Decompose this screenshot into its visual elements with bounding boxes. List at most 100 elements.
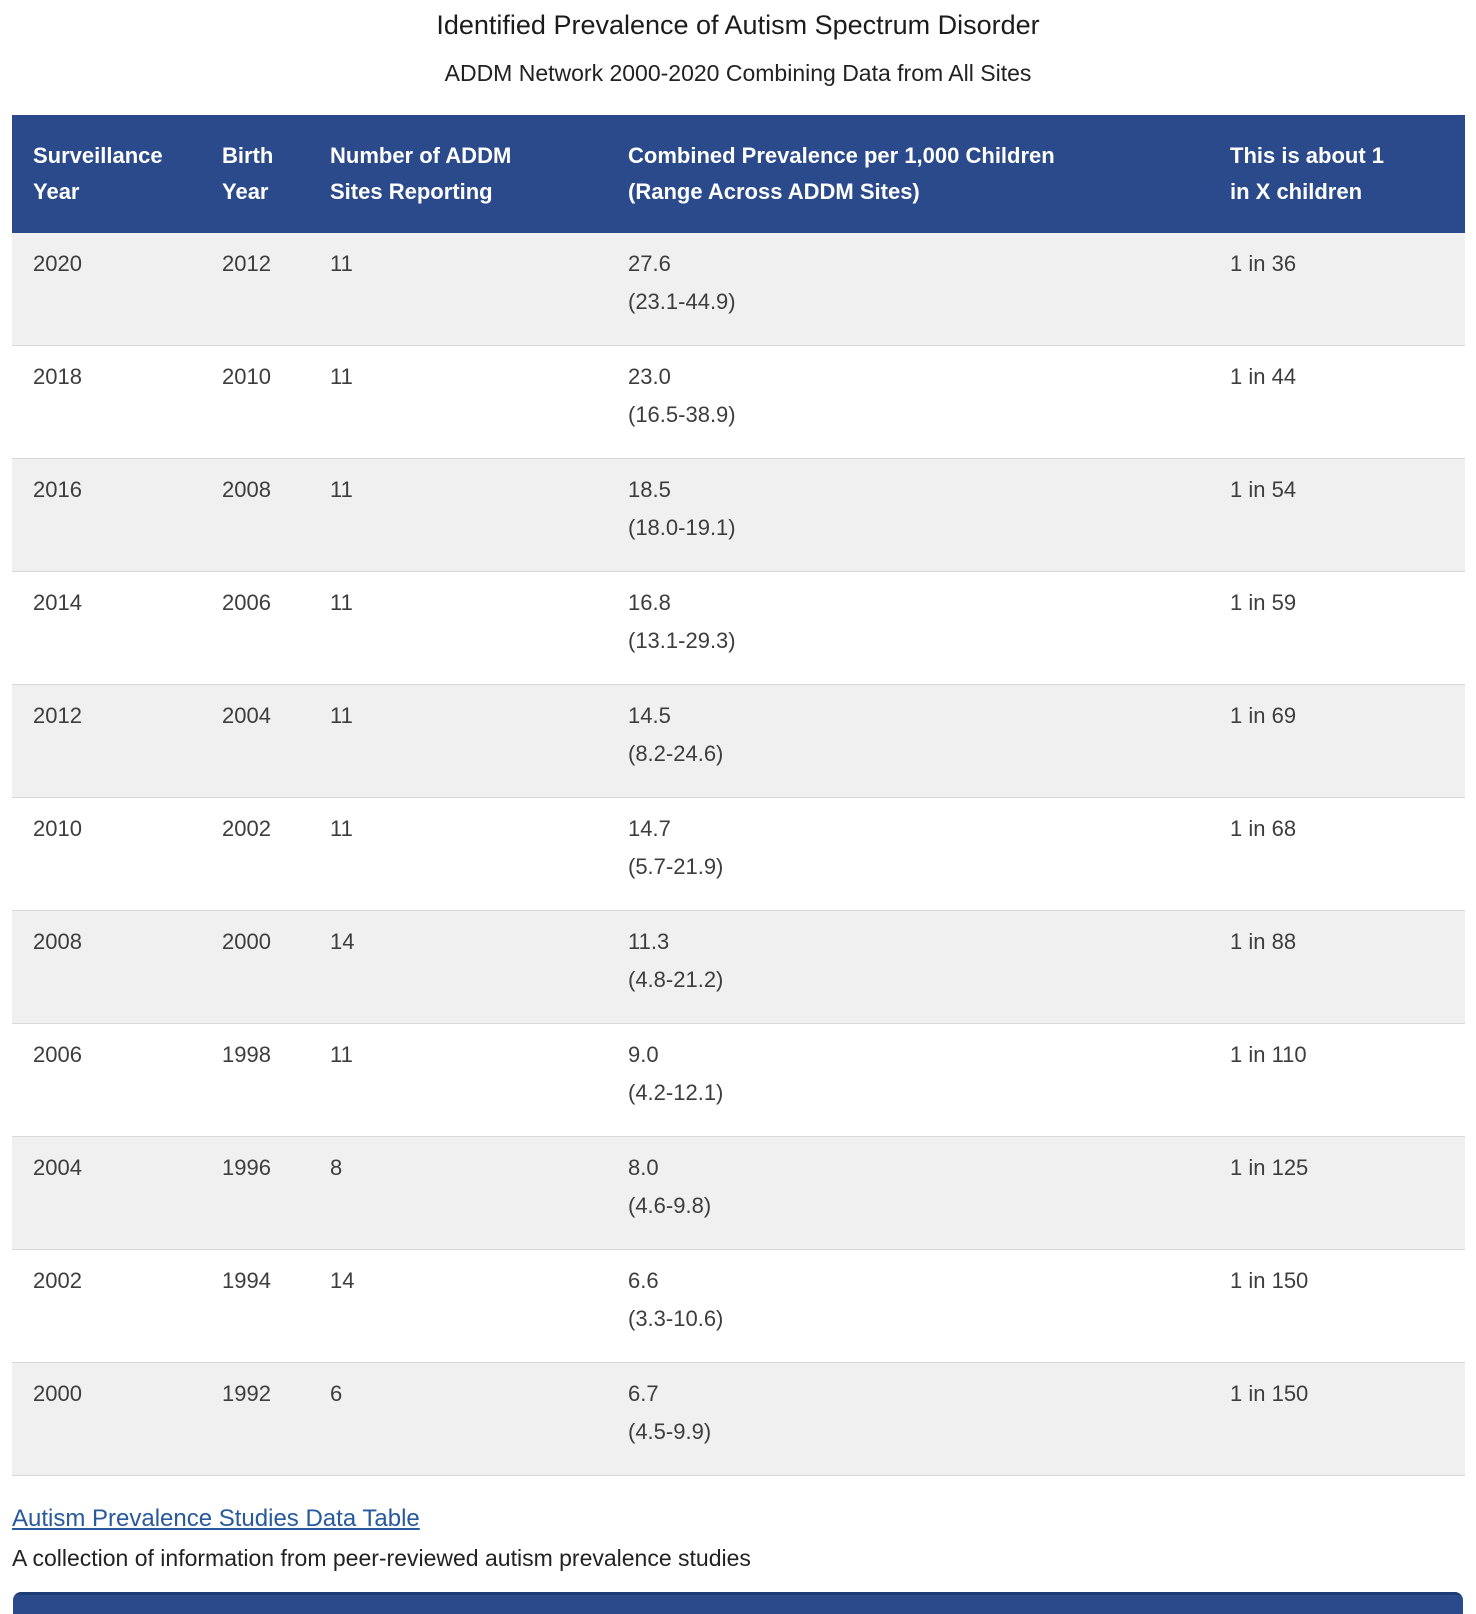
cell-sites: 11 [330, 477, 353, 502]
cell-prevalence: 11.3 (4.8-21.2) [607, 911, 1209, 1024]
header-line: Birth [222, 143, 274, 168]
cell-prevalence: 14.5 (8.2-24.6) [607, 685, 1209, 798]
cell-birth-year: 2002 [222, 816, 271, 841]
header-line: (Range Across ADDM Sites) [628, 179, 920, 204]
cell-sites: 6 [330, 1381, 343, 1406]
prevalence-range: (23.1-44.9) [628, 289, 736, 314]
prevalence-value: 14.7 [628, 816, 671, 841]
cell-prevalence: 9.0 (4.2-12.1) [607, 1024, 1209, 1137]
cell-prevalence: 8.0 (4.6-9.8) [607, 1137, 1209, 1250]
prevalence-value: 27.6 [628, 251, 671, 276]
accordion-bar[interactable] [13, 1592, 1463, 1614]
cell-birth-year: 1996 [222, 1155, 271, 1180]
prevalence-range: (5.7-21.9) [628, 854, 724, 879]
cell-surveillance-year: 2012 [33, 703, 82, 728]
table-row: 2012 2004 11 14.5 (8.2-24.6) 1 in 69 [12, 684, 1465, 798]
column-header-ratio: This is about 1 in X children [1209, 115, 1465, 233]
prevalence-value: 16.8 [628, 590, 671, 615]
prevalence-range: (18.0-19.1) [628, 515, 736, 540]
cell-ratio: 1 in 150 [1230, 1381, 1309, 1406]
header-line: This is about 1 [1230, 143, 1385, 168]
link-description: A collection of information from peer-re… [12, 1545, 751, 1571]
prevalence-range: (3.3-10.6) [628, 1306, 724, 1331]
cell-sites: 11 [330, 364, 353, 389]
cell-sites: 14 [330, 929, 355, 954]
prevalence-table: Surveillance Year Birth Year Number of A… [12, 115, 1465, 1476]
cell-surveillance-year: 2008 [33, 929, 82, 954]
prevalence-value: 8.0 [628, 1155, 659, 1180]
cell-ratio: 1 in 59 [1230, 590, 1297, 615]
page-subtitle: ADDM Network 2000-2020 Combining Data fr… [444, 60, 1032, 86]
cell-prevalence: 6.7 (4.5-9.9) [607, 1363, 1209, 1476]
cell-birth-year: 2000 [222, 929, 271, 954]
table-row: 2008 2000 14 11.3 (4.8-21.2) 1 in 88 [12, 910, 1465, 1024]
prevalence-range: (4.5-9.9) [628, 1419, 712, 1444]
cell-sites: 8 [330, 1155, 343, 1180]
table-row: 2004 1996 8 8.0 (4.6-9.8) 1 in 125 [12, 1136, 1465, 1250]
prevalence-range: (4.8-21.2) [628, 967, 724, 992]
cell-prevalence: 6.6 (3.3-10.6) [607, 1250, 1209, 1363]
cell-ratio: 1 in 68 [1230, 816, 1297, 841]
cell-birth-year: 1994 [222, 1268, 271, 1293]
cell-prevalence: 16.8 (13.1-29.3) [607, 572, 1209, 685]
cell-sites: 11 [330, 1042, 353, 1067]
header-line: Year [33, 179, 80, 204]
table-row: 2020 2012 11 27.6 (23.1-44.9) 1 in 36 [12, 233, 1465, 346]
table-row: 2018 2010 11 23.0 (16.5-38.9) 1 in 44 [12, 345, 1465, 459]
prevalence-range: (4.2-12.1) [628, 1080, 724, 1105]
prevalence-range: (13.1-29.3) [628, 628, 736, 653]
cell-surveillance-year: 2002 [33, 1268, 82, 1293]
prevalence-value: 11.3 [628, 929, 670, 954]
cell-prevalence: 23.0 (16.5-38.9) [607, 346, 1209, 459]
table-row: 2010 2002 11 14.7 (5.7-21.9) 1 in 68 [12, 797, 1465, 911]
prevalence-range: (4.6-9.8) [628, 1193, 712, 1218]
cell-surveillance-year: 2006 [33, 1042, 82, 1067]
prevalence-value: 18.5 [628, 477, 671, 502]
header-line: in X children [1230, 179, 1363, 204]
cell-birth-year: 2010 [222, 364, 271, 389]
table-row: 2014 2006 11 16.8 (13.1-29.3) 1 in 59 [12, 571, 1465, 685]
cell-surveillance-year: 2018 [33, 364, 82, 389]
prevalence-value: 6.7 [628, 1381, 659, 1406]
table-row: 2002 1994 14 6.6 (3.3-10.6) 1 in 150 [12, 1249, 1465, 1363]
prevalence-value: 23.0 [628, 364, 671, 389]
cell-birth-year: 2012 [222, 251, 271, 276]
autism-prevalence-studies-link[interactable]: Autism Prevalence Studies Data Table [12, 1505, 420, 1532]
header-line: Number of ADDM [330, 143, 512, 168]
prevalence-range: (16.5-38.9) [628, 402, 736, 427]
cell-prevalence: 14.7 (5.7-21.9) [607, 798, 1209, 911]
cell-sites: 14 [330, 1268, 355, 1293]
cell-birth-year: 2006 [222, 590, 271, 615]
cell-birth-year: 2004 [222, 703, 271, 728]
cell-prevalence: 27.6 (23.1-44.9) [607, 233, 1209, 346]
page-title: Identified Prevalence of Autism Spectrum… [436, 10, 1040, 40]
column-header-sites-reporting: Number of ADDM Sites Reporting [309, 115, 607, 233]
cell-sites: 11 [330, 251, 353, 276]
table-header: Surveillance Year Birth Year Number of A… [12, 115, 1465, 233]
prevalence-value: 9.0 [628, 1042, 659, 1067]
cell-ratio: 1 in 125 [1230, 1155, 1309, 1180]
table-row: 2016 2008 11 18.5 (18.0-19.1) 1 in 54 [12, 458, 1465, 572]
cell-ratio: 1 in 88 [1230, 929, 1297, 954]
cell-prevalence: 18.5 (18.0-19.1) [607, 459, 1209, 572]
cell-birth-year: 1998 [222, 1042, 271, 1067]
prevalence-value: 6.6 [628, 1268, 659, 1293]
header-row: Surveillance Year Birth Year Number of A… [12, 115, 1465, 233]
prevalence-value: 14.5 [628, 703, 671, 728]
column-header-surveillance-year: Surveillance Year [12, 115, 201, 233]
cell-surveillance-year: 2014 [33, 590, 82, 615]
cell-surveillance-year: 2000 [33, 1381, 82, 1406]
cell-birth-year: 1992 [222, 1381, 271, 1406]
cell-sites: 11 [330, 590, 353, 615]
cell-surveillance-year: 2004 [33, 1155, 82, 1180]
header-line: Combined Prevalence per 1,000 Children [628, 143, 1055, 168]
cell-ratio: 1 in 54 [1230, 477, 1297, 502]
table-row: 2006 1998 11 9.0 (4.2-12.1) 1 in 110 [12, 1023, 1465, 1137]
cell-birth-year: 2008 [222, 477, 271, 502]
column-header-birth-year: Birth Year [201, 115, 309, 233]
cell-surveillance-year: 2016 [33, 477, 82, 502]
cell-ratio: 1 in 69 [1230, 703, 1297, 728]
cell-ratio: 1 in 44 [1230, 364, 1297, 389]
cell-ratio: 1 in 110 [1230, 1042, 1307, 1067]
cell-sites: 11 [330, 703, 353, 728]
